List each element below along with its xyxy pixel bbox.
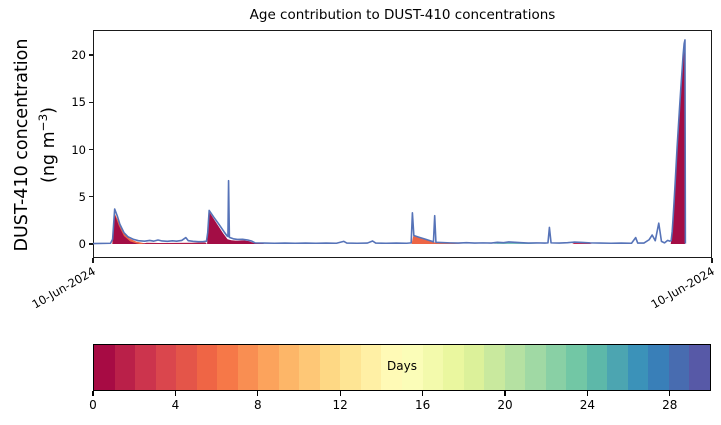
y-tick-label: 15 (71, 95, 86, 110)
age-colorbar (93, 344, 711, 391)
colorbar-tick-label: 20 (497, 398, 513, 412)
y-tick-mark (89, 243, 93, 245)
colorbar-segment-day-17 (443, 345, 464, 390)
x-tick-label: 10-Jun-2024 (648, 264, 717, 312)
y-tick-label: 5 (78, 189, 86, 204)
colorbar-segment-day-21 (525, 345, 546, 390)
y-tick-mark (89, 196, 93, 198)
colorbar-segment-day-7 (237, 345, 259, 390)
colorbar-segment-day-26 (627, 345, 649, 390)
colorbar-tick-mark (669, 391, 671, 396)
colorbar-tick-label: 0 (89, 398, 97, 412)
colorbar-segment-day-6 (217, 345, 238, 390)
colorbar-tick-mark (92, 391, 94, 396)
colorbar-tick-mark (504, 391, 506, 396)
y-tick-mark (89, 101, 93, 103)
age-fill-6d (411, 235, 463, 244)
plot-area-frame (93, 30, 712, 258)
age-fill-0d (207, 211, 265, 244)
colorbar-segment-day-15 (401, 345, 423, 390)
concentration-time-series-plot (93, 39, 687, 245)
colorbar-segment-day-9 (278, 345, 300, 390)
colorbar-segment-day-12 (340, 345, 361, 390)
total-concentration-line (93, 39, 687, 245)
y-axis-unit-exponent: −3 (36, 113, 50, 132)
chart-title: Age contribution to DUST-410 concentrati… (249, 7, 556, 23)
colorbar-tick-mark (339, 391, 341, 396)
y-tick-label: 10 (71, 142, 86, 157)
colorbar-tick-label: 8 (253, 398, 262, 412)
colorbar-segment-day-14 (381, 345, 402, 390)
colorbar-segment-day-10 (299, 345, 320, 390)
colorbar-segment-day-27 (648, 345, 669, 390)
colorbar-segment-day-5 (196, 345, 218, 390)
colorbar-segment-day-3 (155, 345, 177, 390)
colorbar-segment-day-23 (566, 345, 587, 390)
y-axis-label: DUST-410 concentration (ng m−3) (12, 25, 59, 265)
colorbar-tick-label: 28 (662, 398, 678, 412)
colorbar-segment-day-20 (504, 345, 526, 390)
colorbar-segment-day-2 (135, 345, 156, 390)
y-tick-label: 20 (71, 48, 86, 62)
colorbar-tick-mark (257, 391, 259, 396)
colorbar-tick-label: 12 (332, 398, 348, 412)
colorbar-segment-day-1 (114, 345, 136, 390)
colorbar-tick-label: 24 (579, 398, 596, 412)
colorbar-segment-day-4 (176, 345, 197, 390)
colorbar-segment-day-8 (258, 345, 279, 390)
y-tick-mark (89, 148, 93, 151)
y-axis-label-line1: DUST-410 concentration (12, 38, 32, 252)
age-fill-0d (112, 213, 140, 244)
colorbar-segment-day-28 (668, 345, 690, 390)
colorbar-segment-day-11 (319, 345, 341, 390)
x-tick-mark (711, 258, 713, 263)
colorbar-segment-day-29 (689, 345, 710, 390)
colorbar-tick-mark (586, 391, 588, 396)
x-tick-label: 10-Jun-2024 (29, 264, 98, 312)
y-tick-label: 0 (78, 237, 86, 251)
age-fill-1d (141, 242, 207, 244)
colorbar-segment-day-0 (94, 345, 115, 390)
y-tick-mark (89, 54, 93, 56)
colorbar-tick-label: 4 (171, 398, 180, 412)
colorbar-segment-day-18 (463, 345, 485, 390)
colorbar-tick-label: 16 (414, 398, 431, 412)
colorbar-segment-day-22 (545, 345, 567, 390)
colorbar-segment-day-16 (422, 345, 444, 390)
colorbar-segment-day-19 (484, 345, 505, 390)
colorbar-segment-day-24 (586, 345, 608, 390)
colorbar-tick-mark (422, 391, 424, 396)
colorbar-segment-day-13 (360, 345, 382, 390)
x-tick-mark (92, 258, 94, 263)
colorbar-tick-mark (174, 391, 176, 396)
colorbar-segment-day-25 (607, 345, 628, 390)
